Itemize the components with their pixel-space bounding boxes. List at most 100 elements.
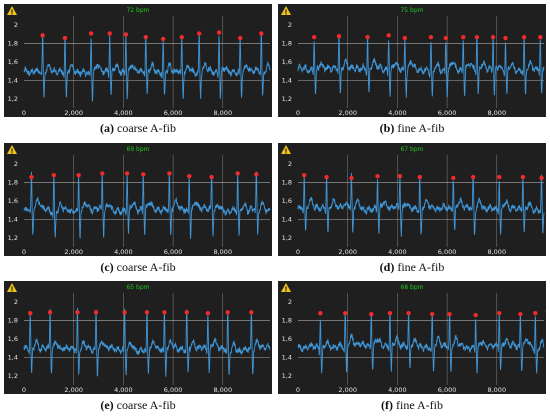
svg-text:!: ! <box>284 8 287 16</box>
r-peak-marker <box>461 34 466 40</box>
r-peak-marker <box>539 175 544 181</box>
caption: (d) fine A-fib <box>278 257 546 277</box>
r-peak-marker <box>100 171 105 176</box>
r-peak-marker <box>259 31 264 36</box>
r-peak-marker <box>29 174 34 180</box>
r-peak-marker <box>324 174 329 180</box>
r-peak-marker <box>503 35 508 41</box>
r-peak-marker <box>386 33 391 38</box>
caption: (f) fine A-fib <box>278 395 546 415</box>
r-peak-marker <box>28 311 33 316</box>
y-tick-label: 1,6 <box>282 335 292 343</box>
x-tick-label: 4,000 <box>114 248 133 256</box>
r-peak-marker <box>473 312 478 318</box>
bpm-readout: 75 bpm <box>400 7 423 14</box>
y-tick-label: 1,6 <box>282 197 292 205</box>
r-peak-marker <box>302 173 307 178</box>
y-tick-label: 1,2 <box>282 234 292 242</box>
y-tick-label: 1,6 <box>8 197 18 205</box>
r-peak-marker <box>447 311 452 317</box>
caption-text: coarse A-fib <box>116 260 176 274</box>
x-tick-label: 0 <box>22 386 26 394</box>
x-tick-label: 4,000 <box>388 386 407 394</box>
r-peak-marker <box>406 311 411 316</box>
r-peak-marker <box>160 36 166 42</box>
r-peak-marker <box>375 173 380 179</box>
ecg-chart-d: 0 2,000 4,000 6,000 8,000 1,2 1,4 1,6 1,8 2 67 bpm… <box>281 145 545 256</box>
r-peak-marker <box>88 31 94 36</box>
r-peak-marker <box>249 310 254 315</box>
svg-text:!: ! <box>10 285 13 293</box>
y-tick-label: 1,4 <box>282 353 292 361</box>
x-tick-label: 8,000 <box>487 248 506 256</box>
x-tick-label: 4,000 <box>388 248 407 256</box>
r-peak-marker <box>343 311 348 316</box>
r-peak-marker <box>162 310 167 315</box>
caption: (a) coarse A-fib <box>4 118 272 138</box>
r-peak-marker <box>123 32 129 37</box>
y-tick-label: 1,4 <box>282 76 292 84</box>
x-tick-label: 2,000 <box>64 386 83 394</box>
ecg-screen: 0 2,000 4,000 6,000 8,000 1,2 1,4 1,6 1,8 2 67 bpm… <box>278 143 546 256</box>
y-tick-label: 2 <box>288 160 292 168</box>
x-tick-label: 8,000 <box>213 109 232 117</box>
bpm-readout: 68 bpm <box>400 284 423 291</box>
ecg-screen: 0 2,000 4,000 6,000 8,000 1,2 1,4 1,6 1,8 2 75 bpm… <box>278 4 546 117</box>
r-peak-marker <box>533 311 538 316</box>
r-peak-marker <box>225 310 230 315</box>
x-tick-label: 8,000 <box>487 109 506 117</box>
r-peak-marker <box>141 172 146 177</box>
x-tick-label: 0 <box>22 109 26 117</box>
caption-text: fine A-fib <box>397 121 445 135</box>
r-peak-marker <box>237 35 243 41</box>
warning-triangle-icon: ! <box>7 6 17 16</box>
x-tick-label: 0 <box>22 248 26 256</box>
ecg-trace-line <box>297 172 545 237</box>
ecg-screen: 0 2,000 4,000 6,000 8,000 1,2 1,4 1,6 1,8 2 69 bpm… <box>4 143 272 256</box>
x-tick-label: 2,000 <box>338 386 357 394</box>
r-peak-marker <box>518 311 523 317</box>
y-tick-label: 1,2 <box>282 95 292 103</box>
r-peak-marker <box>62 35 68 41</box>
r-peak-marker <box>429 311 435 317</box>
y-tick-label: 1,2 <box>8 234 18 242</box>
r-peak-marker <box>497 174 502 180</box>
y-tick-label: 1,8 <box>8 317 18 325</box>
r-peak-marker <box>254 172 259 177</box>
warning-triangle-icon: ! <box>281 6 291 16</box>
bpm-readout: 69 bpm <box>126 146 149 153</box>
y-tick-label: 1,2 <box>8 372 18 380</box>
caption-label: (c) <box>100 260 114 274</box>
ecg-chart-c: 0 2,000 4,000 6,000 8,000 1,2 1,4 1,6 1,8 2 69 bpm… <box>7 145 271 256</box>
r-peak-marker <box>428 34 434 40</box>
x-tick-label: 6,000 <box>164 248 183 256</box>
ecg-trace-line <box>23 307 271 377</box>
r-peak-marker <box>187 173 192 179</box>
r-peak-marker <box>235 171 240 176</box>
y-tick-label: 1,8 <box>282 317 292 325</box>
r-peak-marker <box>474 34 480 40</box>
ecg-chart-b: 0 2,000 4,000 6,000 8,000 1,2 1,4 1,6 1,8 2 75 bpm… <box>281 6 545 117</box>
ecg-trace-line <box>23 171 271 239</box>
bpm-readout: 67 bpm <box>400 146 423 153</box>
caption-text: coarse A-fib <box>117 121 176 135</box>
r-peak-marker <box>311 34 317 40</box>
r-peak-marker <box>40 33 45 38</box>
r-peak-marker <box>47 310 53 315</box>
svg-text:!: ! <box>284 147 287 155</box>
y-tick-label: 1,6 <box>8 58 18 66</box>
ecg-trace-line <box>297 311 545 374</box>
x-tick-label: 2,000 <box>338 109 357 117</box>
y-tick-label: 2 <box>14 298 18 306</box>
y-tick-label: 1,8 <box>8 40 18 48</box>
r-peak-marker <box>122 310 127 315</box>
x-tick-label: 0 <box>296 109 300 117</box>
x-tick-label: 8,000 <box>213 386 232 394</box>
y-tick-label: 2 <box>288 21 292 29</box>
ecg-screen: 0 2,000 4,000 6,000 8,000 1,2 1,4 1,6 1,8 2 72 bpm… <box>4 4 272 117</box>
r-peak-marker <box>144 310 150 315</box>
r-peak-marker <box>520 174 526 180</box>
r-peak-marker <box>443 35 449 41</box>
r-peak-marker <box>336 34 342 39</box>
r-peak-marker <box>397 173 403 179</box>
